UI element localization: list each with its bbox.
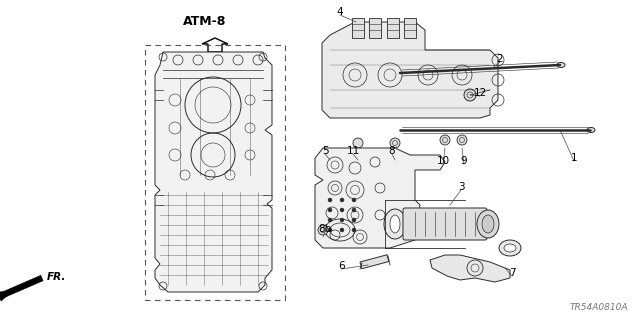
Ellipse shape <box>504 244 516 252</box>
Circle shape <box>328 208 332 212</box>
Text: FR.: FR. <box>47 272 67 282</box>
Text: 2: 2 <box>497 54 503 64</box>
Polygon shape <box>0 291 12 301</box>
Text: 3: 3 <box>458 182 464 192</box>
Polygon shape <box>202 38 228 52</box>
Circle shape <box>340 228 344 232</box>
Text: 1: 1 <box>571 153 577 163</box>
Ellipse shape <box>477 210 499 238</box>
FancyBboxPatch shape <box>403 208 487 240</box>
Circle shape <box>457 135 467 145</box>
Bar <box>404 18 416 38</box>
Text: 4: 4 <box>337 7 343 17</box>
Text: 7: 7 <box>509 268 515 278</box>
Text: 8: 8 <box>388 146 396 156</box>
Polygon shape <box>430 255 510 282</box>
Polygon shape <box>315 148 445 248</box>
Text: 5: 5 <box>322 146 328 156</box>
Ellipse shape <box>587 127 595 132</box>
Circle shape <box>352 228 356 232</box>
Circle shape <box>328 198 332 202</box>
Text: 6: 6 <box>339 261 346 271</box>
Text: TR54A0810A: TR54A0810A <box>570 303 628 312</box>
Circle shape <box>340 208 344 212</box>
Circle shape <box>352 218 356 222</box>
Circle shape <box>353 138 363 148</box>
Circle shape <box>328 228 332 232</box>
Circle shape <box>340 198 344 202</box>
Bar <box>369 18 381 38</box>
Circle shape <box>390 138 400 148</box>
Circle shape <box>328 218 332 222</box>
Bar <box>145 45 285 300</box>
Polygon shape <box>0 275 43 299</box>
Text: 10: 10 <box>436 156 449 166</box>
Bar <box>387 18 399 38</box>
Circle shape <box>440 135 450 145</box>
Circle shape <box>318 225 328 235</box>
Ellipse shape <box>557 62 565 68</box>
Circle shape <box>464 89 476 101</box>
Bar <box>352 18 364 38</box>
Polygon shape <box>322 22 498 118</box>
Text: 9: 9 <box>461 156 467 166</box>
Bar <box>360 255 389 269</box>
Circle shape <box>352 198 356 202</box>
Ellipse shape <box>384 209 406 239</box>
Ellipse shape <box>390 215 400 233</box>
Text: 12: 12 <box>474 88 486 98</box>
Circle shape <box>340 218 344 222</box>
Circle shape <box>352 208 356 212</box>
Polygon shape <box>155 52 272 292</box>
Text: 8b: 8b <box>318 224 332 234</box>
Text: 11: 11 <box>346 146 360 156</box>
Ellipse shape <box>482 215 494 233</box>
Ellipse shape <box>499 240 521 256</box>
Text: ATM-8: ATM-8 <box>183 15 227 28</box>
